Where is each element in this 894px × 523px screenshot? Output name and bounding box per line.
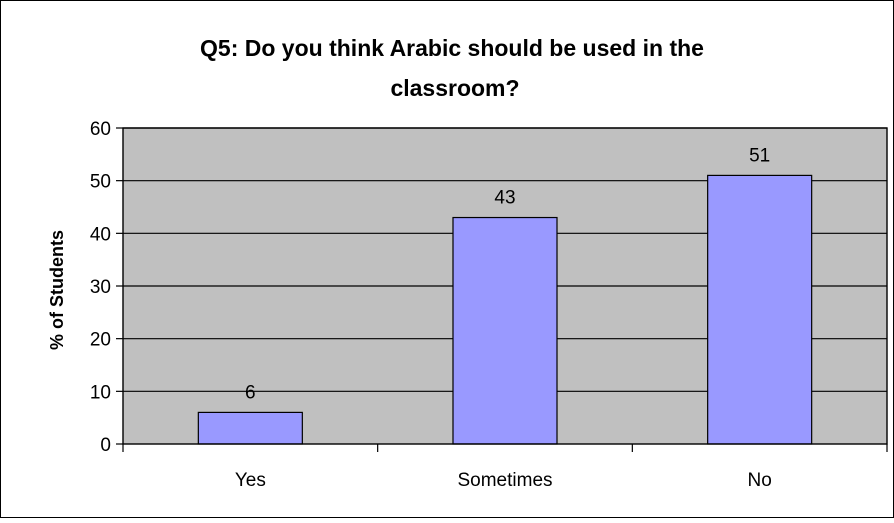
data-label: 43 <box>494 188 515 209</box>
x-tick-label: No <box>748 470 772 491</box>
y-tick-label: 40 <box>90 224 111 245</box>
y-tick-label: 50 <box>90 172 111 193</box>
plot-border <box>122 127 888 445</box>
chart-title-line-2: classroom? <box>390 75 519 101</box>
chart-title-line-1: Q5: Do you think Arabic should be used i… <box>200 35 704 61</box>
y-tick-label: 30 <box>90 277 111 298</box>
bar-no <box>707 174 813 445</box>
x-tick-label: Yes <box>235 470 266 491</box>
x-tick-label: Sometimes <box>457 470 552 491</box>
y-axis-title: % of Students <box>47 230 67 350</box>
y-tick-label: 60 <box>90 119 111 140</box>
data-label: 6 <box>245 382 256 403</box>
bar-yes <box>197 411 303 445</box>
y-tick-label: 10 <box>90 382 111 403</box>
axes: 0 10 20 30 40 50 60 Yes Sometimes No <box>90 119 888 491</box>
data-label: 51 <box>749 145 770 166</box>
bars <box>197 174 813 445</box>
y-tick-label: 0 <box>100 435 111 456</box>
y-tick-label: 20 <box>90 330 111 351</box>
bar-sometimes <box>452 216 558 445</box>
data-labels: 6 43 51 <box>245 145 770 403</box>
